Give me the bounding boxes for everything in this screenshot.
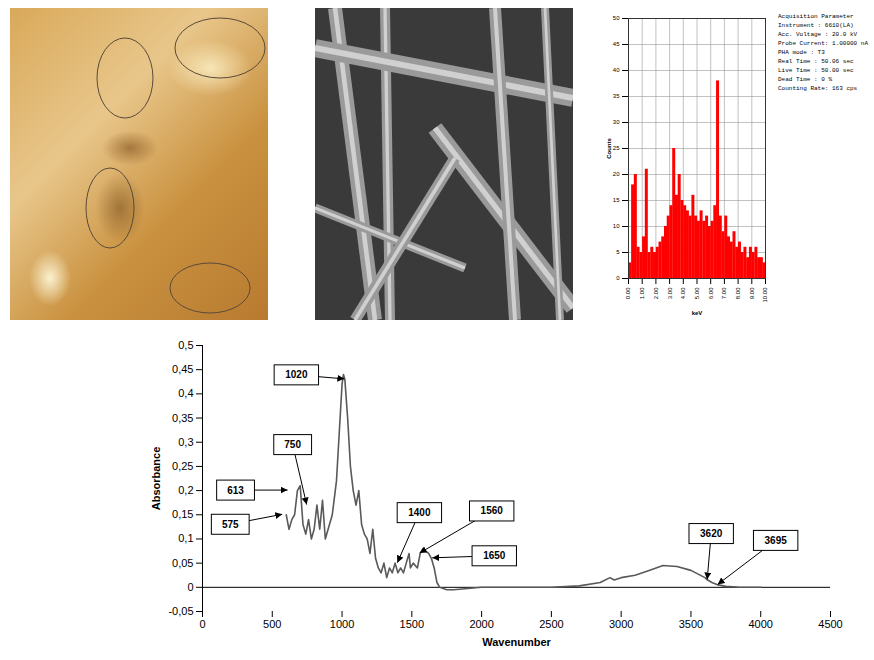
svg-text:0: 0 <box>616 275 620 281</box>
html-text:Real Time : 50.06 sec: Real Time : 50.06 sec <box>778 58 854 65</box>
svg-text:0,3: 0,3 <box>178 436 193 448</box>
svg-text:45: 45 <box>613 41 620 47</box>
svg-text:35: 35 <box>613 93 620 99</box>
svg-text:3695: 3695 <box>765 535 788 546</box>
html-text:Acquisition Parameter: Acquisition Parameter <box>778 13 854 20</box>
svg-text:3000: 3000 <box>609 618 633 630</box>
html-text:Live Time : 50.00 sec: Live Time : 50.00 sec <box>778 67 854 74</box>
svg-text:0,2: 0,2 <box>178 484 193 496</box>
svg-text:4500: 4500 <box>818 618 842 630</box>
svg-text:-0,05: -0,05 <box>168 605 193 617</box>
svg-text:0: 0 <box>187 581 193 593</box>
svg-text:0,4: 0,4 <box>178 387 193 399</box>
html-text:Instrument : 6610(LA): Instrument : 6610(LA) <box>778 22 854 29</box>
svg-text:0,15: 0,15 <box>172 508 193 520</box>
svg-text:0,5: 0,5 <box>178 339 193 351</box>
svg-text:1000: 1000 <box>330 618 354 630</box>
svg-text:575: 575 <box>222 519 239 530</box>
svg-text:1020: 1020 <box>285 369 308 380</box>
svg-text:20: 20 <box>613 171 620 177</box>
html-text:Dead Time : 0 %: Dead Time : 0 % <box>778 76 832 83</box>
svg-text:10: 10 <box>613 223 620 229</box>
svg-text:1500: 1500 <box>400 618 424 630</box>
svg-text:5: 5 <box>616 249 620 255</box>
svg-text:1650: 1650 <box>483 550 506 561</box>
svg-text:0.00: 0.00 <box>625 287 631 299</box>
svg-text:0,1: 0,1 <box>178 532 193 544</box>
svg-text:7.00: 7.00 <box>721 287 727 299</box>
svg-text:8.00: 8.00 <box>735 287 741 299</box>
svg-text:30: 30 <box>613 119 620 125</box>
svg-text:2.00: 2.00 <box>653 287 659 299</box>
svg-text:Wavenumber: Wavenumber <box>482 636 551 648</box>
svg-text:10.00: 10.00 <box>762 287 768 303</box>
svg-text:1400: 1400 <box>408 507 431 518</box>
svg-text:Absorbance: Absorbance <box>150 447 162 511</box>
svg-text:1.00: 1.00 <box>639 287 645 299</box>
svg-text:keV: keV <box>692 310 703 316</box>
svg-text:4.00: 4.00 <box>680 287 686 299</box>
svg-text:2000: 2000 <box>469 618 493 630</box>
svg-text:1560: 1560 <box>481 505 504 516</box>
svg-text:5.00: 5.00 <box>694 287 700 299</box>
svg-text:0,35: 0,35 <box>172 412 193 424</box>
svg-text:0,25: 0,25 <box>172 460 193 472</box>
html-text:PHA mode : T3: PHA mode : T3 <box>778 49 825 56</box>
svg-text:15: 15 <box>613 197 620 203</box>
html-text:Acc. Voltage : 20.0 kV: Acc. Voltage : 20.0 kV <box>778 31 858 38</box>
svg-text:0: 0 <box>199 618 205 630</box>
svg-text:500: 500 <box>263 618 281 630</box>
svg-text:Counts: Counts <box>606 138 612 159</box>
svg-text:2500: 2500 <box>539 618 563 630</box>
svg-text:0,05: 0,05 <box>172 557 193 569</box>
svg-text:613: 613 <box>227 485 244 496</box>
svg-text:25: 25 <box>613 145 620 151</box>
svg-text:40: 40 <box>613 67 620 73</box>
svg-text:750: 750 <box>284 439 301 450</box>
svg-text:50: 50 <box>613 15 620 21</box>
svg-text:4000: 4000 <box>748 618 772 630</box>
svg-text:3.00: 3.00 <box>667 287 673 299</box>
svg-text:3620: 3620 <box>700 528 723 539</box>
svg-text:3500: 3500 <box>679 618 703 630</box>
html-text:Probe Current: 1.00000 nA: Probe Current: 1.00000 nA <box>778 40 868 47</box>
svg-text:0,45: 0,45 <box>172 363 193 375</box>
svg-text:6.00: 6.00 <box>708 287 714 299</box>
html-text:Counting Rate: 163 cps: Counting Rate: 163 cps <box>778 85 858 92</box>
svg-text:9.00: 9.00 <box>749 287 755 299</box>
